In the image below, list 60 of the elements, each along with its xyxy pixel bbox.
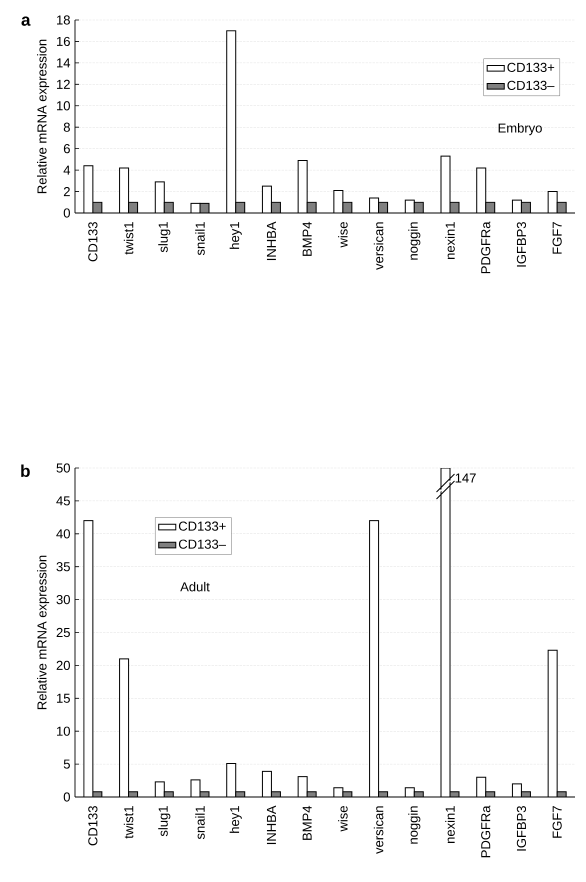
y-tick-label: 12 — [56, 80, 70, 89]
x-tick-label: FGF7 — [552, 222, 562, 254]
x-tick-label: noggin — [408, 806, 420, 844]
x-tick-label: noggin — [408, 222, 420, 260]
y-tick-label: 14 — [56, 58, 70, 68]
y-tick-label: 15 — [56, 694, 70, 703]
x-tick-label: slug1 — [158, 806, 170, 836]
x-tick-label: INHBA — [266, 806, 276, 844]
y-tick-label: 20 — [56, 660, 70, 670]
y-axis-title: Relative mRNA expression — [37, 556, 50, 710]
x-tick-label: twist1 — [124, 222, 134, 255]
y-tick-label: 50 — [56, 463, 70, 473]
x-tick-label: PDGFRa — [481, 222, 490, 274]
x-tick-label: wise — [338, 806, 348, 832]
text: b — [21, 464, 30, 478]
x-tick-label: CD133 — [88, 806, 98, 846]
y-axis-title: Relative mRNA expression — [37, 40, 50, 194]
x-tick-label: hey1 — [230, 806, 242, 833]
y-tick-label: 8 — [64, 122, 70, 132]
x-tick-label: wise — [338, 222, 348, 248]
y-tick-label: 10 — [56, 726, 70, 736]
y-tick-label: 45 — [56, 496, 70, 506]
y-tick-label: 0 — [64, 208, 70, 218]
y-tick-label: 4 — [64, 166, 70, 175]
y-tick-label: 35 — [56, 562, 70, 572]
x-tick-label: nexin1 — [445, 806, 455, 843]
text: a — [22, 16, 31, 26]
y-tick-label: 10 — [56, 101, 70, 110]
x-tick-label: twist1 — [124, 806, 134, 839]
x-tick-label: IGFBP3 — [516, 222, 526, 267]
x-tick-label: hey1 — [230, 222, 242, 249]
x-tick-label: versican — [374, 806, 384, 854]
x-tick-label: BMP4 — [302, 222, 312, 256]
y-tick-label: 30 — [56, 594, 70, 604]
y-tick-label: 40 — [56, 529, 70, 538]
x-tick-label: BMP4 — [302, 806, 312, 840]
y-tick-label: 2 — [64, 187, 70, 196]
x-tick-label: versican — [374, 222, 384, 270]
y-tick-label: 16 — [56, 36, 70, 46]
x-tick-label: CD133 — [88, 222, 98, 262]
x-tick-label: INHBA — [266, 222, 276, 260]
y-tick-label: 5 — [64, 760, 70, 769]
x-tick-label: snail1 — [195, 806, 205, 840]
x-tick-label: IGFBP3 — [516, 806, 526, 851]
y-tick-label: 0 — [64, 792, 70, 802]
y-tick-label: 6 — [64, 144, 70, 154]
x-tick-label: slug1 — [158, 222, 170, 252]
legend-label: CD133+ — [507, 62, 554, 72]
y-tick-label: 18 — [56, 15, 70, 25]
x-tick-label: FGF7 — [552, 806, 562, 838]
y-tick-label: 25 — [56, 628, 70, 638]
x-tick-label: nexin1 — [445, 222, 455, 259]
annotation: 147 — [456, 474, 476, 482]
x-tick-label: PDGFRa — [481, 806, 490, 858]
annotation: Embryo — [498, 123, 542, 136]
legend-label: CD133+ — [178, 522, 226, 531]
legend-label: CD133– — [507, 80, 554, 90]
legend-label: CD133– — [178, 540, 226, 549]
x-tick-label: snail1 — [195, 222, 205, 256]
annotation: Adult — [180, 582, 210, 592]
